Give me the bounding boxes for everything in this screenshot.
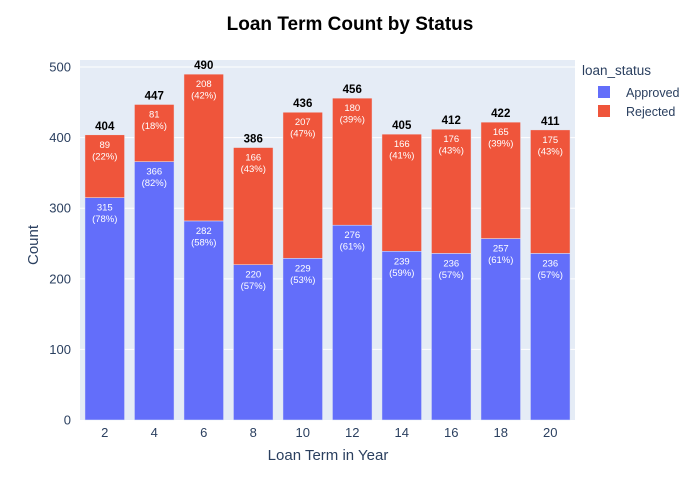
bar-rejected[interactable] [183, 73, 224, 222]
x-tick-label: 14 [395, 425, 409, 440]
x-tick-label: 2 [101, 425, 108, 440]
y-tick-label: 400 [49, 130, 71, 145]
bar-label-approved: 276 (61%) [340, 230, 365, 253]
bar-label-approved: 236 (57%) [439, 258, 464, 281]
bar-label-approved: 229 (53%) [290, 263, 315, 286]
x-tick-label: 12 [345, 425, 359, 440]
bar-label-approved: 366 (82%) [142, 167, 167, 190]
bar-total-label: 447 [145, 90, 164, 102]
bar-label-approved: 282 (58%) [191, 226, 216, 249]
bar-label-rejected: 207 (47%) [290, 117, 315, 140]
bar-approved[interactable] [84, 197, 125, 421]
bar-label-rejected: 176 (43%) [439, 134, 464, 157]
data-labels: 315 (78%) 89 (22%) 404 366 (82%) 81 (18%) 447 282(… [92, 60, 563, 292]
legend-title: loan_status [582, 63, 651, 78]
bar-approved[interactable] [282, 258, 323, 421]
bar-label-rejected: 166 (41%) [389, 139, 414, 162]
bar-label-approved: 257 (61%) [488, 244, 513, 267]
bar-rejected[interactable] [282, 111, 323, 259]
bar-label-rejected: 165 (39%) [488, 127, 513, 150]
legend-swatch-rejected[interactable] [598, 105, 610, 117]
y-axis-title: Count [25, 224, 42, 265]
bar-total-label: 411 [541, 116, 560, 128]
bar-label-rejected: 180 (39%) [340, 103, 365, 126]
legend-swatch-approved[interactable] [598, 86, 610, 98]
y-axis-ticks: 0 100 200 300 400 500 [49, 60, 71, 428]
bar-approved[interactable] [381, 251, 422, 421]
bar-approved[interactable] [332, 224, 373, 421]
y-tick-label: 300 [49, 201, 71, 216]
bars [84, 73, 571, 421]
y-tick-label: 500 [49, 60, 71, 75]
x-tick-label: 10 [296, 425, 310, 440]
bar-rejected[interactable] [431, 128, 472, 254]
y-tick-label: 0 [64, 413, 71, 428]
bar-label-approved: 220 (57%) [241, 270, 266, 293]
bar-rejected[interactable] [381, 133, 422, 252]
bar-label-approved: 236 (57%) [538, 258, 563, 281]
bar-rejected[interactable] [233, 147, 274, 265]
chart-title: Loan Term Count by Status [227, 14, 474, 35]
bar-rejected[interactable] [480, 121, 521, 239]
x-tick-label: 4 [151, 425, 158, 440]
legend[interactable]: loan_status Approved Rejected [582, 63, 680, 119]
bar-total-label: 405 [392, 120, 412, 132]
bar-total-label: 386 [244, 134, 263, 146]
bar-label-approved: 239 (59%) [389, 256, 414, 279]
bar-label-rejected: 166 (43%) [241, 153, 266, 176]
bar-label-rejected: 208 (42%) [191, 79, 216, 102]
bar-approved[interactable] [183, 220, 224, 421]
x-tick-label: 8 [250, 425, 257, 440]
x-axis-title: Loan Term in Year [268, 447, 389, 464]
bar-label-rejected: 81 (18%) [142, 109, 167, 131]
legend-label-approved[interactable]: Approved [626, 86, 680, 100]
x-axis-ticks: 2 4 6 8 10 12 14 16 18 20 [101, 425, 557, 440]
bar-total-label: 412 [442, 115, 461, 127]
bar-label-rejected: 89 (22%) [92, 140, 117, 163]
y-tick-label: 200 [49, 271, 71, 286]
bar-approved[interactable] [431, 253, 472, 421]
x-tick-label: 18 [494, 425, 508, 440]
bar-rejected[interactable] [332, 97, 373, 226]
bar-label-approved: 315 (78%) [92, 203, 117, 226]
x-tick-label: 20 [543, 425, 557, 440]
x-tick-label: 16 [444, 425, 458, 440]
bar-rejected[interactable] [134, 104, 175, 162]
bar-approved[interactable] [134, 161, 175, 421]
bar-total-label: 422 [491, 108, 510, 120]
bar-total-label: 436 [293, 98, 312, 110]
bar-rejected[interactable] [84, 134, 125, 198]
bar-approved[interactable] [480, 238, 521, 421]
bar-total-label: 490 [194, 60, 213, 72]
bar-total-label: 404 [95, 121, 115, 133]
bar-approved[interactable] [233, 264, 274, 421]
bar-total-label: 456 [343, 84, 362, 96]
x-tick-label: 6 [200, 425, 207, 440]
bar-label-rejected: 175 (43%) [538, 135, 563, 158]
bar-rejected[interactable] [530, 129, 571, 254]
legend-label-rejected[interactable]: Rejected [626, 105, 675, 119]
y-tick-label: 100 [49, 342, 71, 357]
bar-approved[interactable] [530, 253, 571, 421]
